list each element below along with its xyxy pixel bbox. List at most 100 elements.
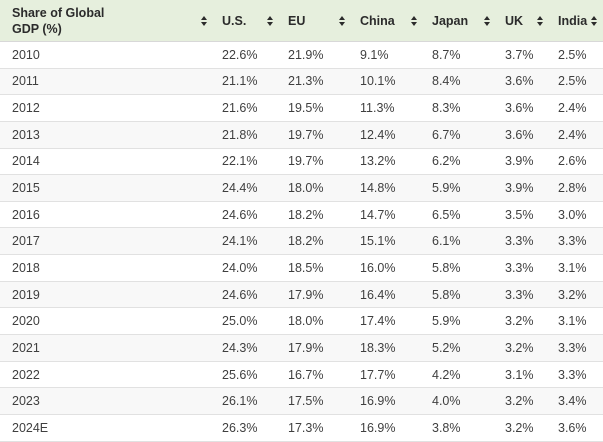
sort-icon[interactable]: [484, 15, 490, 26]
sort-icon[interactable]: [267, 15, 273, 26]
value-cell: 21.3%: [288, 74, 324, 89]
column-header-us[interactable]: U.S.: [213, 0, 279, 41]
table-row: 2023 26.1% 17.5% 16.9% 4.0% 3.2% 3.4%: [0, 388, 603, 415]
table-row: 2010 22.6% 21.9% 9.1% 8.7% 3.7% 2.5%: [0, 42, 603, 69]
value-cell: 22.6%: [222, 47, 258, 62]
sort-icon[interactable]: [339, 15, 345, 26]
value-cell: 26.3%: [222, 420, 258, 435]
column-header-uk[interactable]: UK: [496, 0, 549, 41]
year-cell: 2015: [12, 181, 40, 196]
value-cell: 3.6%: [558, 420, 587, 435]
value-cell: 3.0%: [558, 207, 587, 222]
year-cell: 2012: [12, 101, 40, 116]
value-cell: 3.3%: [558, 234, 587, 249]
sort-icon[interactable]: [201, 15, 207, 26]
table-row: 2021 24.3% 17.9% 18.3% 5.2% 3.2% 3.3%: [0, 335, 603, 362]
value-cell: 6.1%: [432, 234, 461, 249]
table-title: Share of Global GDP (%): [12, 5, 105, 36]
value-cell: 11.3%: [360, 101, 395, 116]
value-cell: 25.6%: [222, 367, 258, 382]
value-cell: 21.8%: [222, 127, 258, 142]
column-header-japan[interactable]: Japan: [423, 0, 496, 41]
value-cell: 24.6%: [222, 207, 258, 222]
column-header-label: China: [360, 13, 395, 28]
year-cell: 2010: [12, 47, 40, 62]
value-cell: 19.5%: [288, 101, 324, 116]
value-cell: 18.0%: [288, 314, 324, 329]
value-cell: 19.7%: [288, 154, 324, 169]
value-cell: 3.6%: [505, 127, 534, 142]
value-cell: 3.6%: [505, 74, 534, 89]
year-cell: 2017: [12, 234, 40, 249]
value-cell: 26.1%: [222, 394, 258, 409]
value-cell: 8.7%: [432, 47, 461, 62]
value-cell: 2.6%: [558, 154, 587, 169]
value-cell: 3.1%: [558, 314, 587, 329]
value-cell: 3.8%: [432, 420, 461, 435]
table-row: 2016 24.6% 18.2% 14.7% 6.5% 3.5% 3.0%: [0, 201, 603, 229]
table-body: 2010 22.6% 21.9% 9.1% 8.7% 3.7% 2.5% 2011 21.1% 2…: [0, 42, 603, 442]
value-cell: 17.9%: [288, 287, 324, 302]
value-cell: 21.6%: [222, 101, 258, 116]
value-cell: 18.2%: [288, 207, 324, 222]
value-cell: 24.3%: [222, 340, 258, 355]
value-cell: 24.4%: [222, 181, 258, 196]
value-cell: 8.3%: [432, 101, 461, 116]
column-header-label: U.S.: [222, 13, 247, 28]
value-cell: 6.5%: [432, 207, 461, 222]
value-cell: 17.4%: [360, 314, 396, 329]
year-cell: 2018: [12, 260, 40, 275]
value-cell: 19.7%: [288, 127, 324, 142]
value-cell: 3.9%: [505, 154, 534, 169]
value-cell: 18.5%: [288, 260, 324, 275]
column-header-eu[interactable]: EU: [279, 0, 351, 41]
column-header-china[interactable]: China: [351, 0, 423, 41]
value-cell: 3.4%: [558, 394, 587, 409]
value-cell: 13.2%: [360, 154, 396, 169]
table-row: 2018 24.0% 18.5% 16.0% 5.8% 3.3% 3.1%: [0, 255, 603, 282]
value-cell: 2.8%: [558, 181, 587, 196]
value-cell: 16.0%: [360, 260, 396, 275]
column-header-label: Japan: [432, 13, 469, 28]
value-cell: 2.4%: [558, 101, 587, 116]
column-header-gdp-share[interactable]: Share of Global GDP (%): [0, 0, 213, 41]
value-cell: 5.2%: [432, 340, 461, 355]
value-cell: 3.1%: [505, 367, 534, 382]
value-cell: 12.4%: [360, 127, 396, 142]
value-cell: 3.3%: [505, 234, 534, 249]
year-cell: 2013: [12, 127, 40, 142]
year-cell: 2016: [12, 207, 40, 222]
value-cell: 18.2%: [288, 234, 324, 249]
value-cell: 14.7%: [360, 207, 396, 222]
value-cell: 6.7%: [432, 127, 461, 142]
value-cell: 3.6%: [505, 101, 534, 116]
value-cell: 5.9%: [432, 181, 461, 196]
table-row: 2024E 26.3% 17.3% 16.9% 3.8% 3.2% 3.6%: [0, 414, 603, 442]
value-cell: 17.5%: [288, 394, 324, 409]
column-header-label: EU: [288, 13, 306, 28]
sort-icon[interactable]: [411, 15, 417, 26]
value-cell: 3.3%: [558, 367, 587, 382]
value-cell: 3.3%: [558, 340, 587, 355]
value-cell: 6.2%: [432, 154, 461, 169]
value-cell: 3.1%: [558, 260, 587, 275]
value-cell: 3.3%: [505, 260, 534, 275]
year-cell: 2020: [12, 314, 40, 329]
value-cell: 21.9%: [288, 47, 324, 62]
year-cell: 2011: [12, 74, 39, 89]
table-row: 2013 21.8% 19.7% 12.4% 6.7% 3.6% 2.4%: [0, 121, 603, 149]
table-row: 2015 24.4% 18.0% 14.8% 5.9% 3.9% 2.8%: [0, 175, 603, 202]
column-header-india[interactable]: India: [549, 0, 603, 41]
year-cell: 2024E: [12, 420, 49, 435]
table-row: 2017 24.1% 18.2% 15.1% 6.1% 3.3% 3.3%: [0, 228, 603, 256]
value-cell: 2.5%: [558, 74, 587, 89]
value-cell: 5.8%: [432, 260, 461, 275]
value-cell: 8.4%: [432, 74, 461, 89]
sort-icon[interactable]: [591, 15, 598, 26]
table-row: 2019 24.6% 17.9% 16.4% 5.8% 3.3% 3.2%: [0, 281, 603, 309]
value-cell: 9.1%: [360, 47, 389, 62]
sort-icon[interactable]: [537, 15, 543, 26]
value-cell: 16.9%: [360, 420, 396, 435]
value-cell: 15.1%: [360, 234, 396, 249]
table-row: 2020 25.0% 18.0% 17.4% 5.9% 3.2% 3.1%: [0, 308, 603, 336]
